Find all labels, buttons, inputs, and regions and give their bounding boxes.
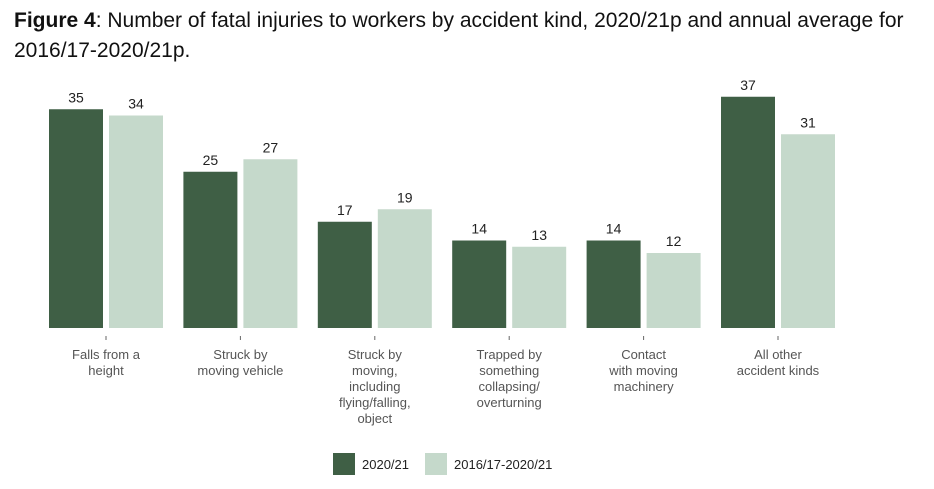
- category-label-4-1: Trapped by: [477, 347, 543, 362]
- category-label-3-2: moving,: [352, 363, 398, 378]
- bar-1-5: [586, 240, 641, 328]
- category-label-4-2: something: [479, 363, 539, 378]
- bar-2-4: [512, 246, 567, 328]
- bar-1-1: [49, 109, 103, 328]
- bar-1-6: [721, 96, 775, 328]
- bar-1-3: [317, 221, 372, 328]
- data-label-2-1: 34: [128, 96, 144, 112]
- data-label-2-3: 19: [397, 189, 413, 205]
- bar-1-4: [452, 240, 507, 328]
- data-label-1-5: 14: [606, 221, 622, 237]
- category-label-4-3: collapsing/: [478, 379, 540, 394]
- data-label-1-3: 17: [337, 202, 353, 218]
- legend-swatch-1: [333, 453, 355, 475]
- category-label-4-4: overturning: [477, 395, 542, 410]
- data-label-2-6: 31: [800, 114, 816, 130]
- chart-title: Figure 4: Number of fatal injuries to wo…: [14, 6, 914, 66]
- data-label-2-2: 27: [263, 139, 279, 155]
- category-label-3-5: object: [357, 411, 392, 426]
- category-label-3-1: Struck by: [348, 347, 403, 362]
- data-label-1-6: 37: [740, 77, 756, 93]
- category-label-6-1: All other: [754, 347, 802, 362]
- legend-label-1: 2020/21: [362, 457, 409, 472]
- category-label-1-1: Falls from a: [72, 347, 141, 362]
- category-label-5-3: machinery: [614, 379, 674, 394]
- bar-2-2: [243, 159, 298, 328]
- category-label-5-2: with moving: [608, 363, 678, 378]
- data-label-2-5: 12: [666, 233, 682, 249]
- data-label-2-4: 13: [531, 227, 547, 243]
- bar-2-1: [109, 115, 163, 328]
- data-label-1-1: 35: [68, 89, 84, 105]
- category-label-2-1: Struck by: [213, 347, 268, 362]
- data-label-1-2: 25: [203, 152, 219, 168]
- bar-2-3: [377, 209, 432, 328]
- category-label-2-2: moving vehicle: [197, 363, 283, 378]
- category-label-3-4: flying/falling,: [339, 395, 411, 410]
- legend-swatch-2: [425, 453, 447, 475]
- bar-2-5: [646, 253, 701, 328]
- category-label-6-2: accident kinds: [737, 363, 820, 378]
- figure-label: Figure 4: [14, 9, 96, 32]
- bar-1-2: [183, 171, 238, 328]
- category-label-5-1: Contact: [621, 347, 666, 362]
- bar-2-6: [781, 134, 835, 328]
- legend-label-2: 2016/17-2020/21: [454, 457, 552, 472]
- category-label-3-3: including: [349, 379, 400, 394]
- data-label-1-4: 14: [471, 221, 487, 237]
- category-label-1-2: height: [88, 363, 124, 378]
- title-text: : Number of fatal injuries to workers by…: [14, 9, 904, 62]
